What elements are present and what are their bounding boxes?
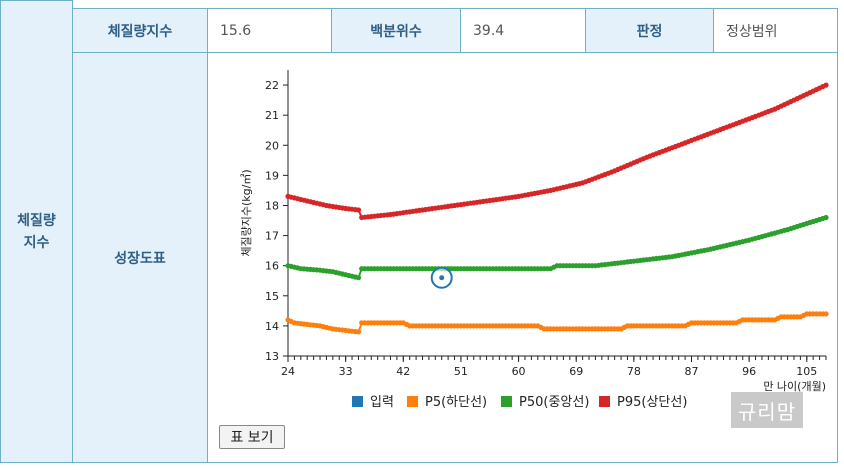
series-p50 bbox=[285, 214, 829, 281]
bmi-value-cell: 15.6 bbox=[207, 8, 332, 53]
percentile-label-cell: 백분위수 bbox=[331, 8, 461, 53]
series-p95 bbox=[285, 82, 829, 221]
y-tick-label: 14 bbox=[265, 320, 279, 333]
chart-input-point-layer bbox=[430, 266, 453, 289]
y-tick-label: 21 bbox=[265, 109, 279, 122]
y-tick-label: 13 bbox=[265, 350, 279, 363]
legend-swatch-input bbox=[352, 396, 363, 407]
growth-chart: 13 14 15 16 17 18 19 20 21 22 24 33 42 51 60 69 78 87 96 10… bbox=[240, 70, 829, 410]
legend-swatch-p50 bbox=[501, 396, 512, 407]
x-tick-label: 69 bbox=[569, 365, 583, 378]
x-tick-label: 78 bbox=[627, 365, 641, 378]
legend-label-p50: P50(중앙선) bbox=[519, 395, 589, 410]
series-p5 bbox=[285, 311, 829, 335]
table-view-button[interactable]: 표 보기 bbox=[219, 425, 285, 449]
y-tick-label: 22 bbox=[265, 79, 279, 92]
watermark-text: 규리맘 bbox=[737, 399, 797, 424]
chart-series bbox=[285, 82, 829, 335]
legend-swatch-p95 bbox=[599, 396, 610, 407]
bmi-side-label-line1: 체질량 bbox=[17, 212, 56, 229]
legend-label-input: 입력 bbox=[370, 395, 394, 410]
y-tick-label: 20 bbox=[265, 139, 279, 152]
x-tick-label: 24 bbox=[281, 365, 295, 378]
series-point-p50 bbox=[355, 275, 362, 281]
x-tick-label: 33 bbox=[339, 365, 353, 378]
growth-chart-label-cell: 성장도표 bbox=[72, 52, 208, 463]
y-tick-label: 17 bbox=[265, 230, 279, 243]
percentile-value: 39.4 bbox=[473, 22, 505, 39]
y-tick-label: 19 bbox=[265, 169, 279, 182]
x-tick-label: 96 bbox=[742, 365, 756, 378]
judgement-value: 정상범위 bbox=[726, 23, 778, 40]
growth-chart-label: 성장도표 bbox=[114, 250, 166, 267]
x-tick-label: 87 bbox=[685, 365, 699, 378]
percentile-value-cell: 39.4 bbox=[460, 8, 586, 53]
x-tick-label: 105 bbox=[796, 365, 817, 378]
y-tick-label: 16 bbox=[265, 260, 279, 273]
bmi-label-cell: 체질량지수 bbox=[72, 8, 208, 53]
chart-legend: 입력 P5(하단선) P50(중앙선) P95(상단선) bbox=[352, 395, 687, 410]
judgement-label-cell: 판정 bbox=[585, 8, 714, 53]
y-axis-label: 체질량지수(kg/㎡) bbox=[240, 169, 253, 256]
bmi-side-header: 체질량 지수 bbox=[0, 0, 73, 463]
series-point-p50 bbox=[823, 214, 829, 221]
percentile-label: 백분위수 bbox=[370, 23, 422, 40]
watermark-image: 규리맘 bbox=[731, 392, 803, 428]
series-point-p5 bbox=[355, 329, 362, 335]
chart-axes: 13 14 15 16 17 18 19 20 21 22 24 33 42 51 60 69 78 87 96 10… bbox=[240, 70, 827, 393]
bmi-value: 15.6 bbox=[220, 22, 252, 39]
series-point-p95 bbox=[355, 207, 362, 213]
x-axis-label: 만 나이(개월) bbox=[763, 380, 826, 393]
judgement-value-cell: 정상범위 bbox=[713, 8, 838, 53]
x-tick-label: 60 bbox=[512, 365, 526, 378]
legend-swatch-p5 bbox=[407, 396, 418, 407]
y-tick-label: 15 bbox=[265, 290, 279, 303]
series-line-p95 bbox=[287, 84, 827, 219]
bmi-label: 체질량지수 bbox=[107, 23, 173, 40]
series-point-p95 bbox=[823, 82, 829, 88]
y-tick-label: 18 bbox=[265, 199, 279, 212]
bmi-side-label-line2: 지수 bbox=[23, 234, 50, 251]
judgement-label: 판정 bbox=[636, 23, 663, 40]
x-tick-label: 42 bbox=[396, 365, 410, 378]
x-tick-label: 51 bbox=[454, 365, 468, 378]
input-point bbox=[439, 275, 445, 281]
legend-label-p95: P95(상단선) bbox=[617, 395, 687, 410]
series-point-p5 bbox=[823, 311, 829, 317]
legend-label-p5: P5(하단선) bbox=[425, 395, 487, 410]
